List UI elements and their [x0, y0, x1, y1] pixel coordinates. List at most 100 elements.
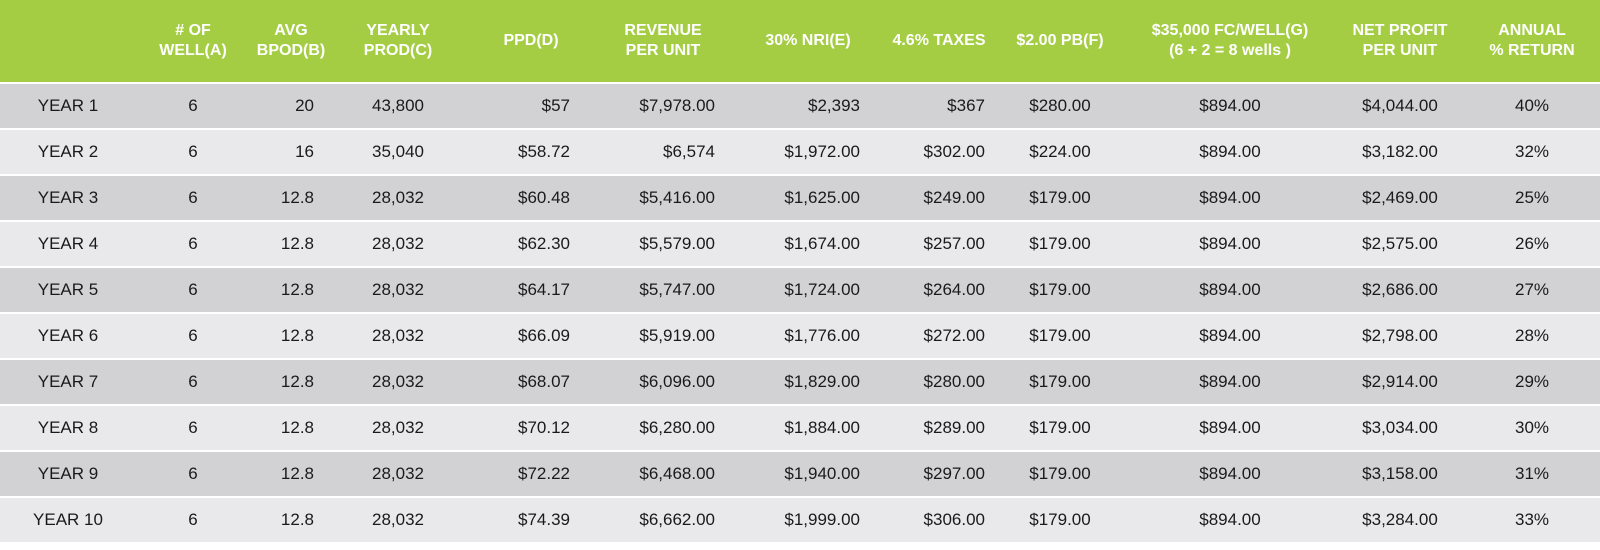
cell-taxes: $297.00	[923, 464, 985, 483]
cell-pb: $179.00	[1029, 326, 1091, 345]
cell-nri: $1,724.00	[784, 280, 860, 299]
row-divider	[0, 266, 1600, 269]
cell-pb: $179.00	[1029, 418, 1091, 437]
cell-revenue: $6,574	[663, 142, 715, 161]
cell-yearly: 28,032	[372, 234, 424, 253]
cell-net: $2,469.00	[1362, 188, 1438, 207]
cell-year: YEAR 3	[37, 188, 99, 207]
header-net-line1: NET PROFIT	[1352, 22, 1448, 39]
header-pb: $2.00 PB(F)	[1006, 0, 1114, 82]
cell-wells: 6	[188, 188, 198, 207]
cell-year: YEAR 7	[37, 372, 99, 391]
cell-year: YEAR 9	[37, 464, 99, 483]
cell-net: $3,284.00	[1362, 510, 1438, 529]
cell-wells: 6	[188, 96, 198, 115]
cell-yearly: 28,032	[372, 418, 424, 437]
cell-wells: 6	[188, 280, 198, 299]
cell-revenue: $5,919.00	[639, 326, 715, 345]
cell-taxes: $306.00	[923, 510, 985, 529]
cell-annual: 30%	[1514, 418, 1550, 437]
cell-ppd: $72.22	[518, 464, 570, 483]
header-revenue-line2: PER UNIT	[625, 42, 701, 59]
row-divider	[0, 312, 1600, 315]
cell-ppd: $70.12	[518, 418, 570, 437]
header-nri-line1: 30% NRI(E)	[765, 32, 851, 49]
cell-fc: $894.00	[1199, 510, 1261, 529]
cell-yearly: 28,032	[372, 188, 424, 207]
table-row: YEAR 7 6 12.8 28,032 $68.07 $6,096.00 $1,829.0…	[0, 360, 1600, 404]
cell-yearly: 28,032	[372, 326, 424, 345]
cell-taxes: $257.00	[923, 234, 985, 253]
cell-nri: $1,972.00	[784, 142, 860, 161]
table-header-row: # OF WELL(A) AVG BPOD(B) YEARLY PROD(C) …	[0, 0, 1600, 82]
header-nri: 30% NRI(E)	[748, 0, 868, 82]
cell-wells: 6	[188, 326, 198, 345]
cell-nri: $1,674.00	[784, 234, 860, 253]
cell-taxes: $264.00	[923, 280, 985, 299]
cell-bpod: 12.8	[280, 188, 314, 207]
table-row: YEAR 5 6 12.8 28,032 $64.17 $5,747.00 $1,724.0…	[0, 268, 1600, 312]
cell-fc: $894.00	[1199, 464, 1261, 483]
cell-revenue: $7,978.00	[639, 96, 715, 115]
cell-bpod: 12.8	[280, 418, 314, 437]
cell-ppd: $58.72	[518, 142, 570, 161]
cell-net: $2,575.00	[1362, 234, 1438, 253]
cell-wells: 6	[188, 372, 198, 391]
header-ppd-line1: PPD(D)	[503, 32, 559, 49]
cell-ppd: $57	[541, 96, 570, 115]
cell-taxes: $367	[947, 96, 985, 115]
cell-ppd: $74.39	[518, 510, 570, 529]
cell-wells: 6	[188, 418, 198, 437]
row-divider	[0, 358, 1600, 361]
cell-annual: 27%	[1514, 280, 1550, 299]
cell-annual: 31%	[1514, 464, 1550, 483]
cell-yearly: 28,032	[372, 510, 424, 529]
header-wells-line1: # OF	[175, 22, 211, 39]
cell-annual: 25%	[1514, 188, 1550, 207]
cell-ppd: $64.17	[518, 280, 570, 299]
cell-yearly: 28,032	[372, 464, 424, 483]
cell-yearly: 35,040	[372, 142, 424, 161]
cell-nri: $1,829.00	[784, 372, 860, 391]
cell-ppd: $60.48	[518, 188, 570, 207]
header-net-line2: PER UNIT	[1362, 42, 1438, 59]
cell-taxes: $289.00	[923, 418, 985, 437]
cell-year: YEAR 6	[37, 326, 99, 345]
header-net-profit: NET PROFIT PER UNIT	[1340, 0, 1460, 82]
header-taxes: 4.6% TAXES	[885, 0, 993, 82]
table-row: YEAR 4 6 12.8 28,032 $62.30 $5,579.00 $1,674.0…	[0, 222, 1600, 266]
row-divider	[0, 220, 1600, 223]
header-annual-return: ANNUAL % RETURN	[1480, 0, 1584, 82]
cell-ppd: $62.30	[518, 234, 570, 253]
cell-bpod: 12.8	[280, 510, 314, 529]
cell-annual: 40%	[1514, 96, 1550, 115]
header-yearly-prod: YEARLY PROD(C)	[352, 0, 444, 82]
cell-taxes: $272.00	[923, 326, 985, 345]
header-bpod: AVG BPOD(B)	[248, 0, 334, 82]
header-bpod-line1: AVG	[274, 22, 308, 39]
header-fc-line1: $35,000 FC/WELL(G)	[1151, 22, 1309, 39]
cell-year: YEAR 8	[37, 418, 99, 437]
row-divider	[0, 128, 1600, 131]
cell-bpod: 12.8	[280, 464, 314, 483]
cell-revenue: $6,468.00	[639, 464, 715, 483]
cell-pb: $179.00	[1029, 510, 1091, 529]
cell-year: YEAR 2	[37, 142, 99, 161]
cell-pb: $224.00	[1029, 142, 1091, 161]
cell-bpod: 12.8	[280, 280, 314, 299]
row-divider	[0, 450, 1600, 453]
header-fc-line2: (6 + 2 = 8 wells )	[1169, 42, 1291, 59]
cell-year: YEAR 10	[33, 510, 103, 529]
table-row: YEAR 6 6 12.8 28,032 $66.09 $5,919.00 $1,776.0…	[0, 314, 1600, 358]
cell-revenue: $6,662.00	[639, 510, 715, 529]
cell-year: YEAR 4	[37, 234, 99, 253]
cell-bpod: 12.8	[280, 372, 314, 391]
cell-pb: $179.00	[1029, 280, 1091, 299]
cell-revenue: $6,280.00	[639, 418, 715, 437]
cell-bpod: 16	[295, 142, 314, 161]
table-row: YEAR 1 6 20 43,800 $57 $7,978.00 $2,393 $367 $28…	[0, 84, 1600, 128]
cell-wells: 6	[188, 464, 198, 483]
cell-revenue: $5,416.00	[639, 188, 715, 207]
cell-net: $3,034.00	[1362, 418, 1438, 437]
